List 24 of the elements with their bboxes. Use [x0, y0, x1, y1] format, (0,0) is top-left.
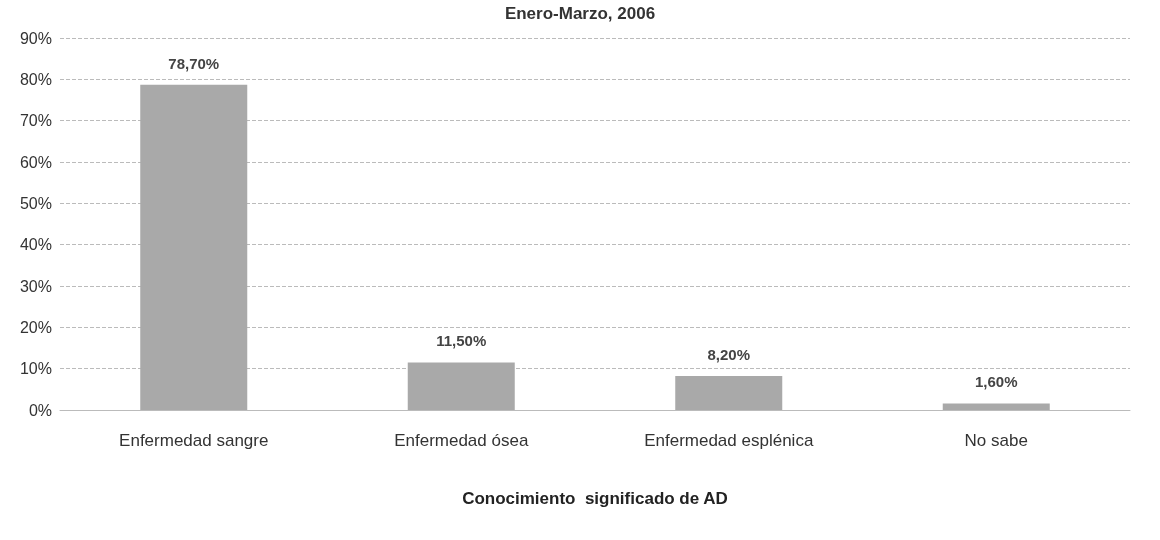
data-label: 11,50% [436, 332, 487, 350]
data-label: 1,60% [974, 373, 1018, 391]
y-tick-label: 90% [19, 29, 52, 47]
y-tick-label: 40% [19, 236, 52, 254]
bar [942, 403, 1050, 410]
chart-title: Enero-Marzo, 2006 [504, 4, 656, 23]
y-tick-label: 60% [19, 153, 52, 171]
bar [675, 376, 783, 410]
bar [140, 84, 248, 410]
y-tick-label: 30% [19, 277, 52, 295]
y-tick-label: 20% [19, 318, 52, 336]
x-tick-label: Enfermedad ósea [394, 431, 529, 450]
x-tick-label: Enfermedad sangre [119, 431, 269, 450]
y-tick-label: 10% [19, 360, 52, 378]
y-tick-label: 0% [28, 401, 52, 419]
x-tick-label: No sabe [964, 431, 1028, 450]
y-tick-label: 50% [19, 194, 52, 212]
bar [407, 362, 515, 410]
data-label: 78,70% [168, 54, 220, 72]
data-label: 8,20% [707, 346, 751, 364]
x-tick-label: Enfermedad esplénica [644, 431, 814, 450]
x-axis-title: Conocimiento significado de AD [462, 489, 728, 508]
y-tick-label: 70% [19, 112, 52, 130]
y-tick-label: 80% [19, 70, 52, 88]
